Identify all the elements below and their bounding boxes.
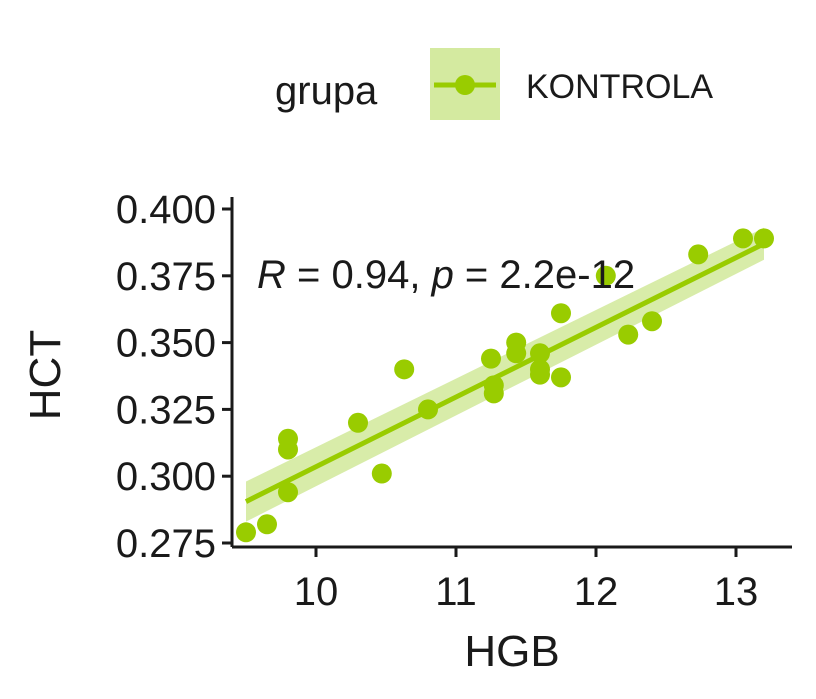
correlation-annotation: R = 0.94, p = 2.2e-12 xyxy=(257,253,635,297)
data-point xyxy=(551,303,571,324)
y-axis-ticks: 0.275 0.300 0.325 0.350 0.375 0.400 xyxy=(116,188,232,566)
legend-label-kontrola: KONTROLA xyxy=(526,68,713,106)
annotation-r-value: = 0.94, xyxy=(286,253,432,297)
x-axis-title: HGB xyxy=(464,627,559,676)
data-point xyxy=(733,228,753,249)
data-point xyxy=(551,367,571,388)
y-tick-label: 0.350 xyxy=(116,322,216,366)
data-point xyxy=(530,359,550,380)
data-point xyxy=(483,375,504,396)
annotation-p-symbol: p xyxy=(431,253,454,297)
y-tick-label: 0.400 xyxy=(116,188,216,232)
data-point xyxy=(642,311,662,332)
x-tick-label: 10 xyxy=(294,570,339,614)
y-tick-label: 0.375 xyxy=(116,255,216,299)
annotation-p-value: = 2.2e-12 xyxy=(454,253,635,297)
data-point xyxy=(618,324,639,345)
data-point xyxy=(530,343,550,364)
data-point xyxy=(348,412,368,433)
y-tick-label: 0.275 xyxy=(116,522,216,566)
data-point xyxy=(236,522,256,543)
data-point xyxy=(278,428,298,449)
data-point xyxy=(371,463,392,484)
data-point xyxy=(506,332,527,353)
legend: grupa KONTROLA xyxy=(275,48,713,120)
legend-key-point xyxy=(455,75,475,95)
x-tick-label: 11 xyxy=(435,570,477,614)
data-points xyxy=(236,228,774,543)
y-axis-title: HCT xyxy=(21,330,70,420)
annotation-r-symbol: R xyxy=(257,253,286,297)
legend-title: grupa xyxy=(275,69,378,113)
fit-line-layer xyxy=(244,241,766,504)
data-point xyxy=(278,482,298,503)
regression-line xyxy=(244,241,766,504)
y-tick-label: 0.300 xyxy=(116,455,216,499)
data-point xyxy=(595,265,616,286)
x-tick-label: 13 xyxy=(714,570,759,614)
y-tick-label: 0.325 xyxy=(116,388,216,432)
data-point xyxy=(257,514,277,535)
data-point xyxy=(688,244,709,265)
data-point xyxy=(394,359,415,380)
x-axis-ticks: 10 11 12 13 xyxy=(294,547,759,614)
x-tick-label: 12 xyxy=(574,570,619,614)
data-point xyxy=(754,228,774,249)
data-point xyxy=(481,348,501,369)
data-point xyxy=(418,399,438,420)
